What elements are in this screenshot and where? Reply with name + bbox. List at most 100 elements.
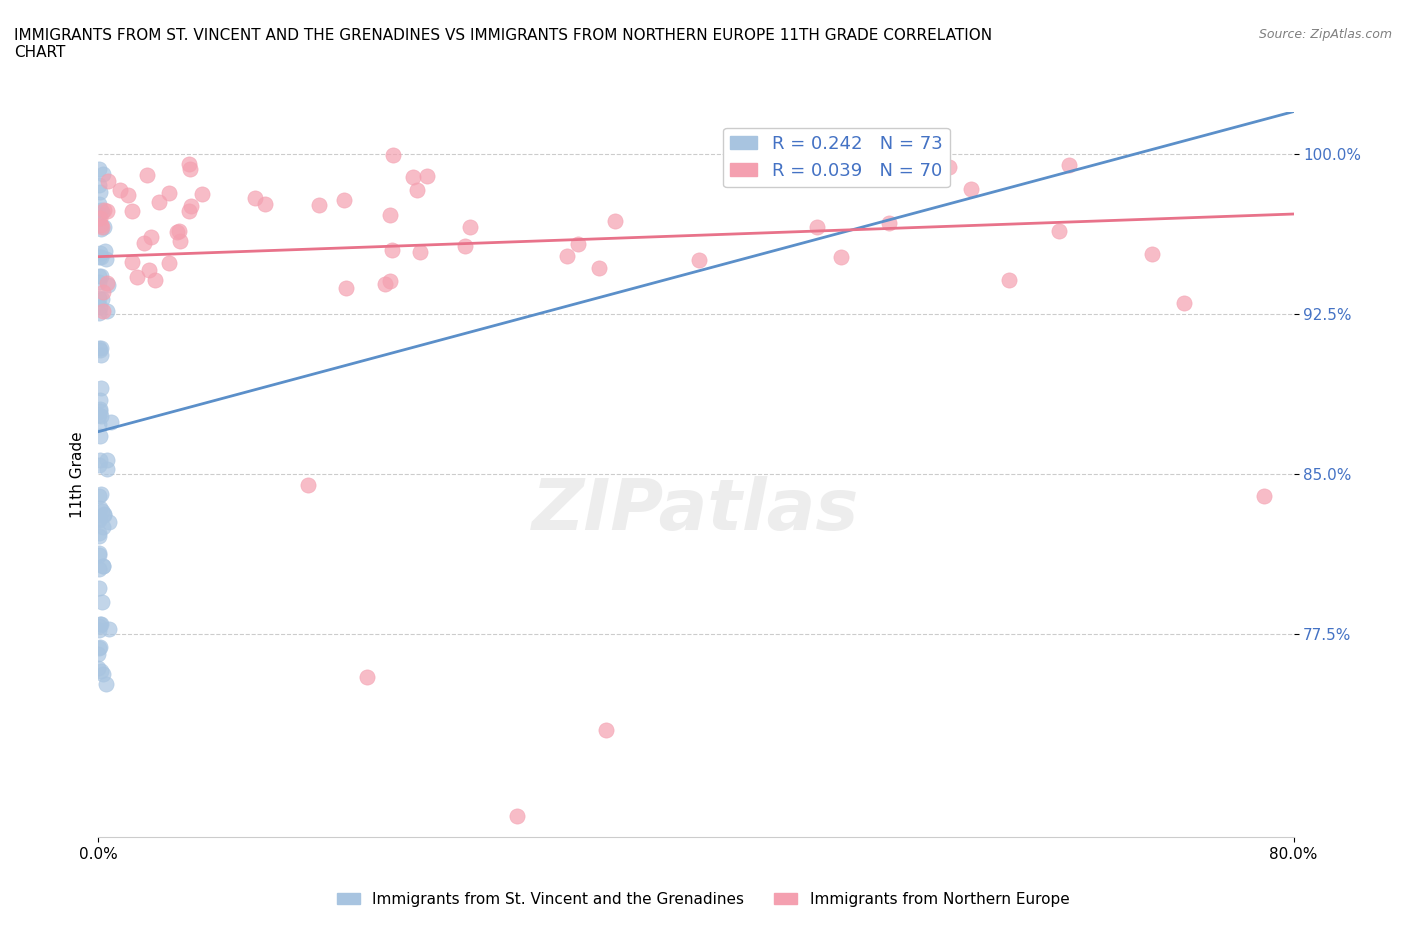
Point: [1047, 224, 1070, 239]
Point: [90, 594, 112, 609]
Point: [90, 218, 112, 232]
Point: [89, 580, 111, 595]
Point: [87, 623, 110, 638]
Point: [89, 404, 111, 418]
Point: [191, 186, 214, 201]
Point: [90, 340, 112, 355]
Point: [87, 646, 110, 661]
Point: [91, 303, 114, 318]
Point: [121, 204, 143, 219]
Point: [1059, 157, 1081, 172]
Point: [308, 197, 330, 212]
Point: [180, 199, 202, 214]
Point: [458, 219, 481, 234]
Text: Source: ZipAtlas.com: Source: ZipAtlas.com: [1258, 28, 1392, 41]
Point: [89, 299, 111, 314]
Point: [93, 508, 115, 523]
Point: [89, 178, 111, 193]
Point: [90, 202, 112, 217]
Point: [91, 559, 114, 574]
Point: [90, 269, 112, 284]
Point: [87, 196, 110, 211]
Point: [89, 417, 111, 432]
Point: [93, 203, 115, 218]
Point: [89, 274, 111, 289]
Point: [91, 285, 114, 299]
Point: [91, 166, 114, 181]
Point: [89, 452, 111, 467]
Point: [335, 280, 357, 295]
Point: [87, 162, 110, 177]
Legend: R = 0.242   N = 73, R = 0.039   N = 70: R = 0.242 N = 73, R = 0.039 N = 70: [723, 128, 950, 187]
Point: [90, 381, 112, 396]
Point: [89, 429, 111, 444]
Point: [89, 639, 111, 654]
Point: [89, 246, 111, 260]
Point: [89, 402, 111, 417]
Point: [253, 196, 276, 211]
Point: [177, 156, 200, 171]
Point: [89, 305, 111, 320]
Point: [96, 461, 118, 476]
Point: [90, 486, 112, 501]
Point: [402, 170, 425, 185]
Point: [89, 500, 111, 515]
Point: [97, 174, 120, 189]
Point: [94, 251, 117, 266]
Point: [179, 162, 201, 177]
Point: [143, 272, 166, 287]
Point: [91, 219, 114, 234]
Point: [806, 219, 828, 234]
Point: [87, 216, 110, 231]
Point: [87, 618, 110, 633]
Point: [297, 477, 319, 492]
Point: [97, 277, 120, 292]
Point: [117, 187, 139, 202]
Point: [169, 234, 191, 249]
Point: [688, 252, 710, 267]
Point: [557, 248, 579, 263]
Point: [87, 528, 110, 543]
Point: [960, 181, 983, 196]
Point: [87, 641, 110, 656]
Point: [454, 239, 477, 254]
Point: [90, 617, 112, 631]
Point: [97, 621, 120, 636]
Point: [356, 670, 378, 684]
Point: [87, 407, 110, 422]
Point: [378, 207, 401, 222]
Text: IMMIGRANTS FROM ST. VINCENT AND THE GRENADINES VS IMMIGRANTS FROM NORTHERN EUROP: IMMIGRANTS FROM ST. VINCENT AND THE GREN…: [14, 28, 993, 60]
Point: [87, 547, 110, 562]
Point: [381, 148, 404, 163]
Point: [378, 273, 401, 288]
Point: [91, 520, 114, 535]
Point: [91, 291, 114, 306]
Point: [90, 348, 112, 363]
Point: [91, 667, 114, 682]
Point: [1140, 247, 1163, 262]
Point: [605, 214, 627, 229]
Legend: Immigrants from St. Vincent and the Grenadines, Immigrants from Northern Europe: Immigrants from St. Vincent and the Gren…: [330, 886, 1076, 913]
Point: [89, 617, 111, 631]
Point: [1253, 488, 1275, 503]
Point: [87, 525, 110, 540]
Point: [90, 409, 112, 424]
Point: [997, 272, 1019, 287]
Point: [381, 243, 404, 258]
Point: [90, 249, 112, 264]
Point: [406, 182, 429, 197]
Point: [132, 236, 155, 251]
Point: [588, 260, 610, 275]
Point: [138, 262, 160, 277]
Point: [89, 291, 111, 306]
Point: [567, 236, 589, 251]
Point: [87, 562, 110, 577]
Point: [94, 244, 117, 259]
Point: [97, 514, 120, 529]
Point: [127, 270, 149, 285]
Point: [93, 219, 115, 234]
Point: [96, 204, 118, 219]
Point: [87, 511, 110, 525]
Point: [90, 221, 112, 236]
Text: ZIPatlas: ZIPatlas: [533, 476, 859, 545]
